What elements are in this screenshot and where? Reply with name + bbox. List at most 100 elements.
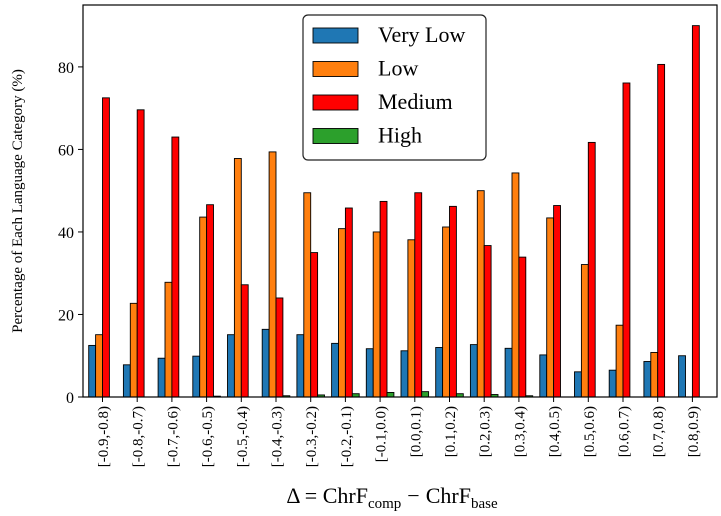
bar-low-4 [233,158,242,398]
bar-very-low-3 [192,355,201,398]
y-tick-label-80: 80 [58,60,74,77]
bar-very-low-6 [296,334,305,398]
bar-medium-11 [483,245,492,398]
legend-label-3: High [378,123,422,148]
bar-medium-12 [518,256,527,398]
legend-label-2: Medium [378,89,453,114]
bar-low-7 [338,228,346,398]
bar-very-low-5 [261,328,270,398]
x-tick-label-9: [0.0,0.1) [408,406,424,457]
bar-low-3 [199,216,208,398]
bar-high-9 [421,391,430,398]
x-axis-label-chrf-base: ChrF [426,483,471,508]
bar-low-9 [407,239,416,398]
legend-swatch-1 [312,61,359,77]
x-axis-label-main: Δ = ChrF [286,483,368,508]
x-axis-label-minus: − [407,483,419,508]
bar-very-low-9 [400,350,409,398]
bar-very-low-4 [227,334,235,398]
x-tick-label-12: [0.3,0.4) [512,406,528,457]
bar-very-low-13 [539,354,548,398]
bar-low-11 [476,190,485,398]
bar-very-low-15 [608,369,617,398]
bar-medium-9 [414,192,423,398]
bar-medium-17 [691,25,700,398]
bar-low-13 [546,217,555,398]
x-axis: [-0.9,-0.8) [-0.8,-0.7) [-0.7,-0.6) [-0.6,-… [96,397,702,467]
x-tick-label-4: [-0.5,-0.4) [235,406,251,467]
bar-medium-0 [102,97,110,398]
y-axis-label: Percentage of Each Language Category (%) [10,69,26,333]
y-tick-label-60: 60 [58,142,74,159]
x-axis-label-sub-comp: comp [368,496,401,512]
bar-low-8 [372,231,381,398]
bar-low-6 [303,192,312,398]
bar-low-12 [511,172,520,398]
x-axis-label: Δ = ChrFcomp − ChrFbase [286,483,498,512]
bar-low-16 [650,351,659,398]
bar-low-15 [615,324,624,398]
legend-swatch-3 [312,128,359,144]
bar-medium-3 [206,204,214,398]
bar-high-8 [386,392,395,398]
x-tick-label-17: [0.8,0.9) [686,406,702,457]
bar-very-low-14 [574,371,582,398]
bar-very-low-12 [504,347,513,398]
x-tick-label-5: [-0.4,-0.3) [270,406,286,467]
bar-low-0 [95,334,103,398]
x-tick-label-14: [0.5,0.6) [582,406,598,457]
legend-swatch-0 [312,27,359,44]
bar-very-low-7 [331,342,339,398]
bars-group [88,25,700,398]
bar-medium-10 [449,205,457,398]
bar-medium-8 [379,200,388,398]
legend: Very Low Low Medium High [302,14,487,161]
x-tick-label-7: [-0.2,-0.1) [339,406,355,467]
bar-medium-16 [657,63,666,398]
bar-low-10 [442,226,450,398]
x-tick-label-8: [-0.1,0.0) [374,406,390,462]
bar-very-low-16 [643,361,652,398]
bar-very-low-8 [365,348,374,398]
y-tick-label-0: 0 [66,390,74,407]
bar-very-low-11 [469,344,478,398]
bar-low-2 [164,281,173,398]
bar-medium-4 [240,284,249,398]
bar-very-low-17 [678,355,686,398]
x-tick-label-10: [0.1,0.2) [443,406,459,457]
x-tick-label-1: [-0.8,-0.7) [131,406,147,467]
bar-medium-7 [344,207,353,398]
bar-very-low-1 [122,364,131,398]
legend-label-1: Low [378,56,418,81]
x-tick-label-13: [0.4,0.5) [547,406,563,457]
y-tick-label-40: 40 [58,225,74,242]
legend-box [302,14,487,161]
bar-medium-1 [136,109,145,398]
bar-low-5 [268,151,277,398]
bar-very-low-2 [157,357,166,398]
bar-very-low-10 [435,347,444,398]
x-tick-label-6: [-0.3,-0.2) [304,406,320,467]
x-tick-label-16: [0.7,0.8) [651,406,667,457]
plot-frame [82,4,718,398]
bar-low-1 [129,302,138,398]
x-tick-label-11: [0.2,0.3) [478,406,494,457]
bar-medium-2 [171,136,180,398]
x-tick-label-3: [-0.6,-0.5) [200,406,216,467]
bar-medium-13 [553,205,561,398]
bar-medium-15 [622,82,631,398]
y-axis: 0 20 40 60 80 [58,60,83,407]
bar-very-low-0 [88,344,97,398]
x-tick-label-0: [-0.9,-0.8) [96,406,112,467]
legend-label-0: Very Low [378,22,465,47]
bar-low-14 [580,264,589,398]
y-tick-label-20: 20 [58,307,74,324]
legend-swatch-2 [312,94,359,111]
bar-medium-14 [587,141,596,398]
bar-medium-5 [275,297,284,398]
x-tick-label-2: [-0.7,-0.6) [165,406,181,467]
x-tick-label-15: [0.6,0.7) [617,406,633,457]
x-axis-label-sub-base: base [471,496,498,512]
bar-medium-6 [310,252,319,398]
